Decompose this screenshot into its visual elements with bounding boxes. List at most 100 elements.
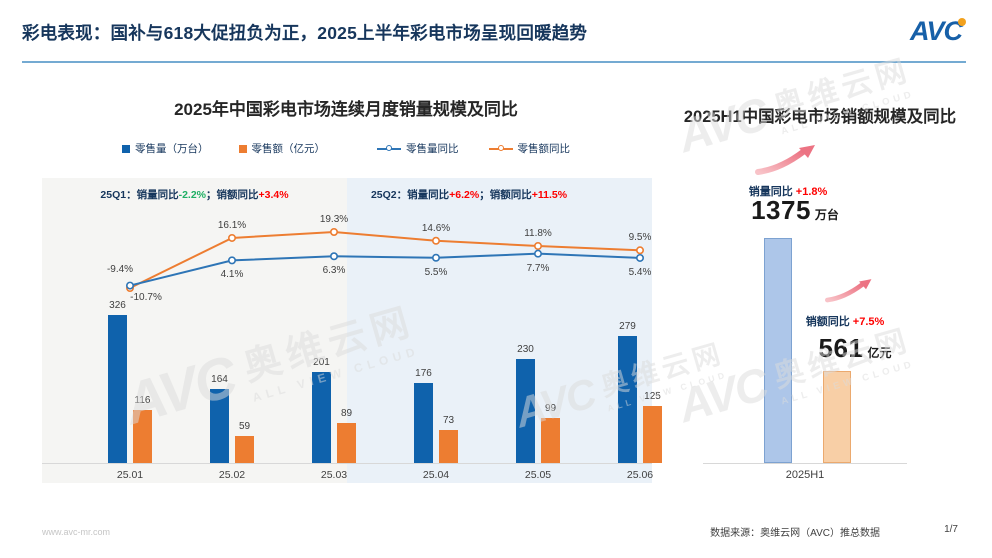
yoy-point-label: 11.8%: [524, 227, 552, 239]
value-bar: [235, 436, 254, 463]
h1-x-axis-line: [703, 463, 907, 464]
volume-bar: [414, 383, 433, 463]
legend-value-yoy: 零售额同比: [488, 141, 571, 156]
q1-note-sep: ；销额同比: [206, 189, 259, 201]
month-label: 25.01: [116, 469, 144, 481]
yoy-point-label: -10.7%: [130, 292, 162, 303]
month-label: 25.06: [626, 469, 654, 481]
h1-value-figure: 561 亿元: [785, 333, 925, 364]
h1-volume-number: 1375: [751, 195, 811, 225]
h1-chart-title: 2025H1中国彩电市场销额规模及同比: [683, 108, 957, 126]
footer-page-number: 1/7: [944, 524, 958, 535]
h1-volume-yoy-value: +1.8%: [795, 186, 828, 198]
yoy-point-label: 7.7%: [526, 262, 550, 274]
monthly-chart-plot: 25Q1：销量同比-2.2%；销额同比+3.4% 25Q2：销量同比+6.2%；…: [42, 178, 662, 483]
bar-value-label: 279: [619, 321, 636, 333]
bar-value-label: 230: [517, 343, 534, 355]
yoy-point-label: 9.5%: [628, 232, 652, 244]
bar-value-label: 326: [109, 299, 126, 311]
page-title: 彩电表现：国补与618大促扭负为正，2025上半年彩电市场呈现回暖趋势: [22, 23, 588, 43]
bar-value-label: 89: [340, 407, 353, 419]
orange-square-icon: [238, 144, 247, 153]
value-bar: [337, 422, 356, 463]
h1-volume-yoy-note: 销量同比 +1.8%: [713, 183, 863, 199]
value-bar: [643, 406, 662, 463]
h1-chart-section: 2025H1中国彩电市场销额规模及同比 销量同比 +1.8% 1375 万台 销额…: [655, 95, 985, 495]
h1-volume-figure: 1375 万台: [715, 195, 875, 226]
legend-label: 零售额（亿元）: [251, 143, 326, 155]
x-axis-line: [42, 463, 652, 464]
q1-value-yoy: +3.4%: [258, 189, 289, 201]
value-bar: [439, 429, 458, 463]
yoy-point-label: -9.4%: [106, 263, 134, 275]
q2-note-sep: ；销额同比: [479, 189, 532, 201]
month-label: 25.03: [320, 469, 348, 481]
h1-value-yoy-label: 销额同比: [805, 316, 850, 328]
footer-data-source: 数据来源：奥维云网（AVC）推总数据: [710, 528, 880, 539]
monthly-chart-title: 2025年中国彩电市场连续月度销量规模及同比: [174, 100, 518, 119]
avc-logo: AVC: [909, 16, 966, 47]
q2-note-label: 25Q2：销量同比: [370, 189, 450, 201]
bar-value-label: 59: [238, 421, 251, 433]
month-label: 25.04: [422, 469, 450, 481]
q1-note-label: 25Q1：销量同比: [100, 189, 179, 201]
volume-bar: [108, 314, 127, 463]
bar-value-label: 125: [644, 391, 661, 403]
volume-bar: [312, 371, 331, 463]
month-label: 25.05: [524, 469, 552, 481]
yoy-point-label: 5.4%: [628, 266, 652, 278]
monthly-chart-section: 2025年中国彩电市场连续月度销量规模及同比 零售量（万台） 零售额（亿元） 零…: [40, 95, 662, 495]
q2-background: [347, 178, 652, 483]
q2-value-yoy: +11.5%: [531, 189, 568, 201]
footer-website: www.avc-mr.com: [42, 527, 111, 537]
h1-volume-bar: [764, 238, 792, 463]
value-bar: [133, 410, 152, 463]
legend-retail-value: 零售额（亿元）: [238, 141, 326, 156]
yoy-point-label: 14.6%: [421, 222, 451, 234]
bar-value-label: 73: [442, 414, 455, 426]
q1-background: [42, 178, 347, 483]
bar-value-label: 116: [134, 395, 151, 407]
avc-logo-text: AVC: [909, 16, 963, 46]
h1-volume-yoy-label: 销量同比: [748, 186, 793, 198]
legend-retail-volume: 零售量（万台）: [122, 141, 209, 156]
h1-value-unit: 亿元: [867, 346, 892, 360]
legend-volume-yoy: 零售量同比: [377, 141, 459, 156]
h1-value-yoy-note: 销额同比 +7.5%: [775, 313, 915, 329]
growth-arrow-icon: [755, 145, 815, 175]
q1-volume-yoy: -2.2%: [178, 189, 207, 201]
volume-bar: [210, 388, 229, 463]
h1-category-label: 2025H1: [785, 469, 825, 481]
q2-summary-note: 25Q2：销量同比+6.2%；销额同比+11.5%: [347, 187, 591, 202]
h1-volume-unit: 万台: [814, 208, 839, 222]
bar-value-label: 164: [211, 373, 228, 385]
bar-value-label: 176: [415, 368, 432, 380]
legend-label: 零售量同比: [406, 143, 459, 155]
bar-value-label: 201: [313, 356, 330, 368]
q2-volume-yoy: +6.2%: [449, 189, 480, 201]
yoy-point-label: 19.3%: [319, 213, 349, 225]
h1-value-yoy-value: +7.5%: [852, 316, 885, 328]
growth-arrow-icon: [825, 279, 872, 303]
h1-value-bar: [823, 371, 851, 463]
legend-label: 零售额同比: [517, 143, 571, 155]
legend-label: 零售量（万台）: [135, 143, 209, 155]
header-divider: [22, 61, 966, 63]
blue-square-icon: [122, 144, 130, 153]
volume-bar: [516, 358, 535, 463]
yoy-point-label: 4.1%: [220, 269, 244, 281]
avc-logo-dot-icon: [958, 18, 966, 26]
volume-bar: [618, 336, 637, 463]
bar-value-label: 99: [544, 403, 557, 415]
month-label: 25.02: [218, 469, 246, 481]
monthly-chart-legend: 零售量（万台） 零售额（亿元） 零售量同比 零售额同比: [40, 141, 652, 156]
yoy-point-label: 5.5%: [424, 266, 448, 278]
orange-line-marker-icon: [488, 145, 513, 151]
yoy-point-label: 6.3%: [322, 265, 346, 277]
blue-line-marker-icon: [377, 145, 401, 151]
value-bar: [541, 418, 560, 463]
h1-value-number: 561: [818, 333, 864, 363]
yoy-point-label: 16.1%: [217, 219, 247, 231]
q1-summary-note: 25Q1：销量同比-2.2%；销额同比+3.4%: [42, 187, 347, 202]
